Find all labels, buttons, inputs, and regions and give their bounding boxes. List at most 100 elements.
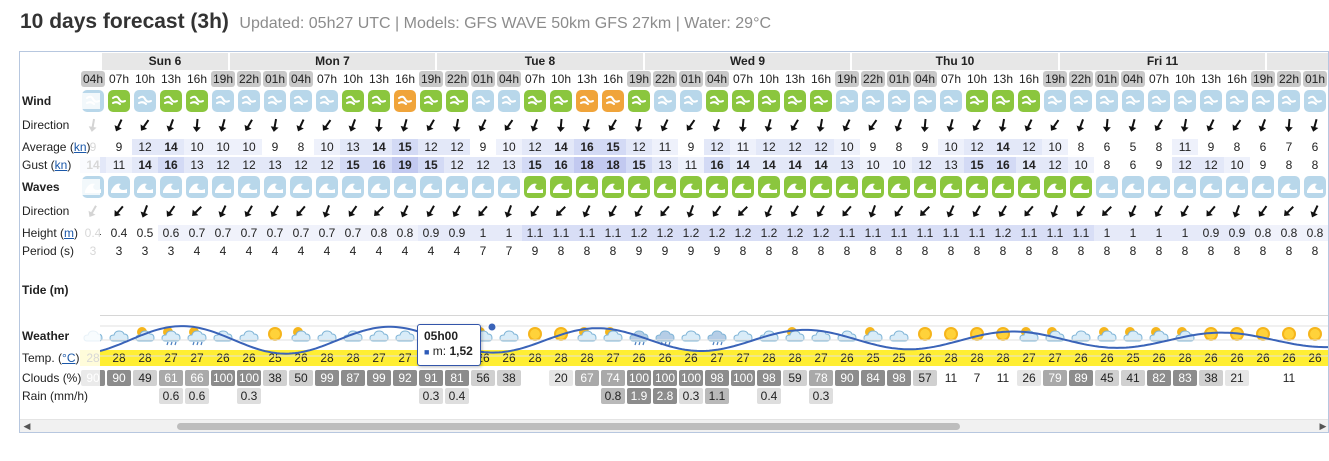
wave-height-value: 1.1 — [574, 225, 600, 241]
wave-direction-arrow-icon — [501, 203, 517, 219]
hour-label: 10h — [758, 72, 780, 86]
wind-direction-arrow-icon — [163, 117, 179, 133]
rain-value: 0.3 — [679, 388, 703, 404]
rain-value — [1277, 388, 1301, 404]
wind-icon — [706, 90, 728, 112]
wave-period-value: 8 — [999, 244, 1007, 258]
wind-direction-arrow-icon — [865, 117, 881, 133]
rain-value — [1069, 388, 1093, 404]
wave-height-value: 1.2 — [756, 225, 782, 241]
wind-gust-value: 12 — [1042, 157, 1068, 173]
horizontal-scrollbar[interactable]: ◀ ▶ — [20, 419, 1328, 432]
scroll-left-icon[interactable]: ◀ — [23, 421, 31, 431]
wave-direction-arrow-icon — [111, 203, 127, 219]
hour-label: 22h — [861, 71, 885, 87]
temperature-value: 28 — [756, 350, 782, 366]
wind-direction-arrow-icon — [1307, 117, 1323, 133]
temperature-value: 28 — [574, 350, 600, 366]
wave-icon — [108, 176, 130, 198]
wave-height-value: 1 — [496, 225, 522, 241]
rain-value — [471, 388, 495, 404]
gust-unit-link[interactable]: kn — [54, 158, 68, 172]
wave-period-value: 8 — [1025, 244, 1033, 258]
label-text: ) — [74, 226, 79, 240]
wind-direction-arrow-icon — [293, 117, 309, 133]
hour-label: 01h — [887, 71, 911, 87]
wind-icon — [212, 90, 234, 112]
wind-average-value: 8 — [1155, 140, 1163, 154]
wave-direction-arrow-icon — [657, 203, 673, 219]
wave-height-value: 0.9 — [444, 225, 470, 241]
wind-average-value: 12 — [626, 139, 652, 155]
hour-label: 16h — [1226, 72, 1248, 86]
wind-icon — [290, 90, 312, 112]
wave-icon — [914, 176, 936, 198]
wind-icon — [446, 90, 468, 112]
wind-icon — [394, 90, 416, 112]
tide-chart[interactable] — [100, 316, 1329, 366]
wave-height-value: 1.2 — [808, 225, 834, 241]
hour-label: 22h — [237, 71, 261, 87]
wave-icon — [602, 176, 624, 198]
cloud-cover-value: 91 — [419, 370, 443, 386]
scrollbar-thumb[interactable] — [177, 423, 960, 430]
wind-direction-arrow-icon — [215, 117, 231, 133]
rain-value — [575, 388, 599, 404]
wind-average-value: 12 — [418, 139, 444, 155]
wind-average-value: 8 — [1233, 140, 1241, 154]
wave-period-value: 8 — [1233, 244, 1241, 258]
wind-average-value: 12 — [132, 139, 158, 155]
cloud-cover-value: 11 — [1282, 371, 1296, 385]
wind-average-value: 10 — [938, 139, 964, 155]
average-unit-link[interactable]: kn — [73, 140, 87, 154]
wind-icon — [1174, 90, 1196, 112]
wave-height-value: 1.1 — [912, 225, 938, 241]
wave-icon — [446, 176, 468, 198]
tooltip-value: 1,52 — [449, 344, 473, 358]
wave-height-value: 1.1 — [964, 225, 990, 241]
wave-icon — [836, 176, 858, 198]
cloud-cover-value: 21 — [1225, 370, 1249, 386]
wind-gust-value: 12 — [314, 157, 340, 173]
forecast-table[interactable]: Sun 6 Mon 7 Tue 8 Wed 9 Thu 10 Fri 11 04h 07h 10… — [19, 51, 1329, 433]
wind-direction-arrow-icon — [1203, 117, 1219, 133]
hour-label: 04h — [1121, 71, 1145, 87]
wind-gust-value: 11 — [678, 157, 704, 173]
wind-average-label: Average (kn) — [20, 139, 100, 155]
hour-label: 13h — [576, 72, 598, 86]
rain-value — [107, 388, 131, 404]
rain-value — [1043, 388, 1067, 404]
wind-direction-arrow-icon — [657, 117, 673, 133]
wind-average-value: 9 — [921, 140, 929, 154]
hour-label: 01h — [1095, 71, 1119, 87]
hour-label: 01h — [1303, 71, 1327, 87]
rain-value — [939, 388, 963, 404]
scroll-right-icon[interactable]: ▶ — [1319, 421, 1327, 431]
day-header-next — [1265, 53, 1328, 70]
wind-gust-value: 14 — [756, 157, 782, 173]
temperature-value: 28 — [106, 350, 132, 366]
hour-label: 19h — [835, 71, 859, 87]
temperature-value: 27 — [808, 350, 834, 366]
wave-direction-arrow-icon — [527, 203, 543, 219]
cloud-cover-value: 90 — [107, 370, 131, 386]
rain-value — [1225, 388, 1249, 404]
hour-label: 07h — [940, 72, 962, 86]
cloud-cover-value: 7 — [973, 371, 981, 385]
rain-value — [1095, 388, 1119, 404]
wind-direction-arrow-icon — [709, 117, 725, 133]
page-title: 10 days forecast (3h) Updated: 05h27 UTC… — [20, 10, 771, 38]
wind-direction-arrow-icon — [137, 117, 153, 133]
wave-direction-arrow-icon — [449, 203, 465, 219]
rain-value — [1121, 388, 1145, 404]
wave-period-value: 8 — [1311, 244, 1319, 258]
wind-icon — [628, 90, 650, 112]
wave-height-value: 1.2 — [704, 225, 730, 241]
cloud-cover-value: 92 — [393, 370, 417, 386]
temperature-value: 28 — [964, 350, 990, 366]
tide-row-label: Tide (m) — [20, 282, 100, 298]
height-unit-link[interactable]: m — [64, 226, 75, 240]
temperature-value: 27 — [366, 350, 392, 366]
temp-unit-link[interactable]: °C — [62, 351, 76, 365]
wind-icon — [316, 90, 338, 112]
